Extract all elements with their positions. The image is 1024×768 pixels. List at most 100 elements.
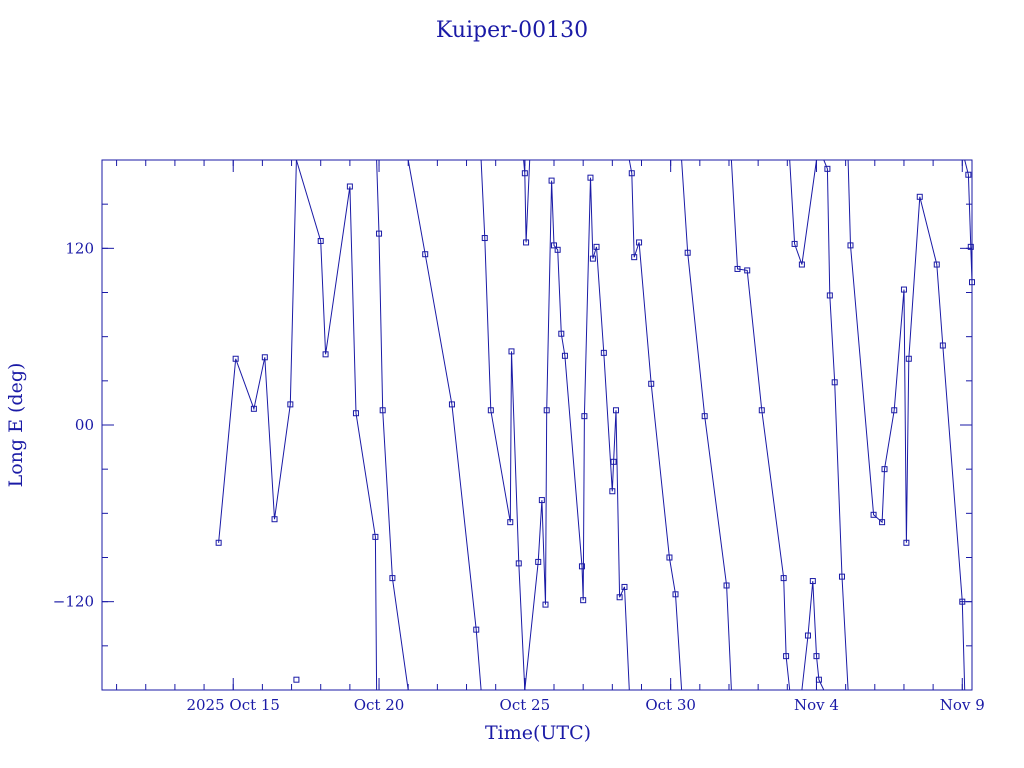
data-point (758, 407, 765, 414)
y-axis: −120 00 120 (53, 203, 972, 647)
data-point (648, 380, 655, 387)
series-line-6 (523, 159, 531, 243)
data-point (826, 292, 833, 299)
data-point (600, 349, 607, 356)
data-point (636, 239, 643, 246)
series-line-13 (823, 159, 849, 691)
data-point (507, 519, 514, 526)
data-point (903, 539, 910, 546)
data-point (847, 242, 854, 249)
data-point (780, 575, 787, 582)
data-point (561, 352, 568, 359)
data-point (684, 249, 691, 256)
data-point (791, 240, 798, 247)
data-point (783, 653, 790, 660)
data-point (578, 563, 585, 570)
data-point (515, 560, 522, 567)
data-point (448, 401, 455, 408)
data-point (487, 407, 494, 414)
data-point (389, 575, 396, 582)
data-point (967, 243, 974, 250)
data-point (481, 235, 488, 242)
x-axis: 2025 Oct 15 Oct 20 Oct 25 Oct 30 Nov 4 Nov 9 (116, 160, 985, 714)
data-point (593, 243, 600, 250)
data-point (916, 193, 923, 200)
x-tick-label: Nov 9 (940, 696, 985, 714)
data-point (558, 330, 565, 337)
data-point (346, 183, 353, 190)
chart-title: Kuiper-00130 (436, 18, 588, 43)
data-point (543, 407, 550, 414)
data-point (905, 355, 912, 362)
data-point (870, 511, 877, 518)
data-point (589, 255, 596, 262)
data-point (422, 251, 429, 258)
y-tick-label: −120 (53, 593, 94, 611)
data-point (809, 578, 816, 585)
data-point (232, 355, 239, 362)
data-point (372, 533, 379, 540)
x-tick-label: 2025 Oct 15 (186, 696, 280, 714)
series-line-9 (681, 159, 732, 691)
series-line-12 (801, 581, 825, 691)
data-point (616, 594, 623, 601)
data-point (317, 237, 324, 244)
series-line-0 (218, 159, 297, 543)
data-point (554, 246, 561, 253)
data-point (293, 676, 300, 683)
data-point (939, 342, 946, 349)
data-point (933, 261, 940, 268)
data-point (609, 488, 616, 495)
x-tick-label: Oct 30 (645, 696, 696, 714)
data-point (508, 348, 515, 355)
data-point (215, 539, 222, 546)
data-point (881, 466, 888, 473)
data-point (798, 261, 805, 268)
data-point (804, 632, 811, 639)
series-line-4 (407, 159, 482, 691)
data-point (535, 558, 542, 565)
series-line-3 (376, 159, 409, 691)
data-point (548, 177, 555, 184)
data-point (580, 597, 587, 604)
data-point (523, 239, 530, 246)
series-line-14 (847, 159, 966, 691)
x-tick-label: Nov 4 (794, 696, 839, 714)
data-point (352, 410, 359, 417)
data-point (473, 626, 480, 633)
data-point (261, 354, 268, 361)
data-point (666, 554, 673, 561)
data-point (734, 265, 741, 272)
data-point (831, 379, 838, 386)
data-point (612, 407, 619, 414)
data-point (965, 171, 972, 178)
x-axis-label: Time(UTC) (485, 722, 591, 744)
data-point (322, 351, 329, 358)
data-point (610, 458, 617, 465)
series-line-2 (295, 159, 378, 691)
data-point (891, 407, 898, 414)
data-point (838, 573, 845, 580)
data-point (379, 407, 386, 414)
series-line-11 (789, 159, 817, 265)
plot-frame (101, 159, 973, 691)
data-point (900, 286, 907, 293)
data-point (628, 170, 635, 177)
data-point (287, 401, 294, 408)
data-point (581, 413, 588, 420)
plot-area (215, 159, 975, 691)
y-tick-label: 00 (75, 416, 94, 434)
data-point (813, 653, 820, 660)
series-line-7 (524, 177, 630, 691)
x-tick-label: Oct 20 (354, 696, 405, 714)
data-point (587, 174, 594, 181)
data-point (621, 583, 628, 590)
data-point (744, 267, 751, 274)
series-line-15 (964, 159, 973, 283)
data-point (542, 601, 549, 608)
y-tick-label: 120 (65, 239, 94, 257)
series-line-10 (730, 159, 791, 691)
data-point (879, 519, 886, 526)
y-axis-label: Long E (deg) (5, 363, 27, 488)
